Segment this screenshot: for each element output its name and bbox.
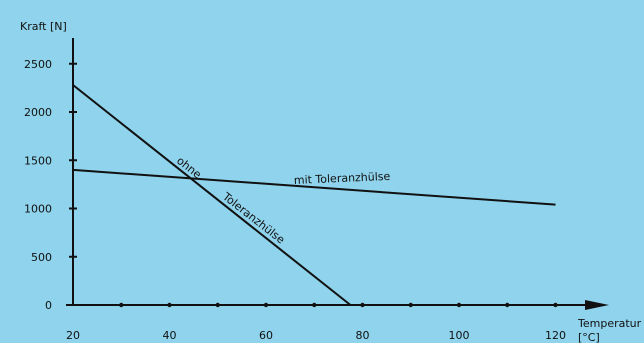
x-axis-unit: [°C] <box>578 331 600 343</box>
y-ticks: 0 500 1000 1500 2000 2500 <box>24 58 77 312</box>
x-tick-mark <box>215 302 220 308</box>
x-tick-label: 80 <box>356 329 370 342</box>
series-line-0 <box>72 84 352 306</box>
x-tick-label: 120 <box>545 329 566 342</box>
y-tick-label: 0 <box>45 299 52 312</box>
x-tick-mark <box>408 302 413 308</box>
x-tick-mark <box>553 302 558 308</box>
y-tick-label: 2000 <box>24 106 52 119</box>
y-tick-label: 1000 <box>24 203 52 216</box>
x-axis-arrow <box>585 300 609 310</box>
series-lines <box>72 84 556 306</box>
x-ticks: 20 40 60 80 100 120 <box>66 302 566 342</box>
x-axis-label: Temperatur <box>577 317 642 330</box>
x-tick-mark <box>312 302 317 308</box>
y-tick-label: 2500 <box>24 58 52 71</box>
x-tick-label: 20 <box>66 329 80 342</box>
x-tick-mark <box>505 302 510 308</box>
y-tick-label: 1500 <box>24 154 52 167</box>
series-line-1 <box>72 168 556 206</box>
x-tick-label: 100 <box>449 329 470 342</box>
x-tick-label: 40 <box>163 329 177 342</box>
series-label-mit: mit Toleranzhülse <box>294 170 391 187</box>
x-tick-mark <box>263 302 269 308</box>
x-tick-mark <box>119 302 124 308</box>
x-tick-mark <box>360 302 365 308</box>
x-tick-mark <box>456 302 462 308</box>
y-axis-label: Kraft [N] <box>20 20 67 33</box>
y-tick-label: 500 <box>31 251 52 264</box>
x-tick-mark <box>167 302 172 308</box>
x-tick-label: 60 <box>259 329 273 342</box>
